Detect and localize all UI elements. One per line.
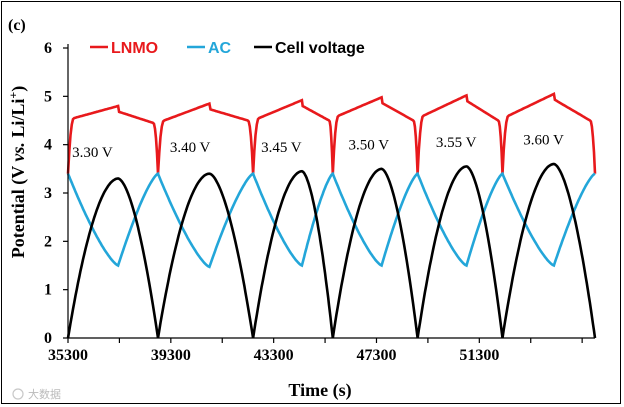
y-axis-title-suffix: ) [8, 86, 29, 92]
panel-label: (c) [8, 17, 26, 34]
annotation-cell-peak: 3.60 V [523, 133, 564, 149]
legend-label: AC [208, 40, 232, 57]
series-line-lnmo [66, 92, 597, 174]
x-tick-label: 51300 [459, 347, 499, 364]
y-tick-label: 0 [44, 330, 52, 347]
watermark: 大数据 [12, 387, 61, 401]
y-tick-label: 5 [44, 88, 52, 105]
y-axis-title-middle: Li/Li [8, 99, 28, 143]
x-tick-label: 39300 [151, 347, 191, 364]
annotation-cell-peak: 3.55 V [436, 135, 477, 151]
y-axis-title: Potential (V vs. Li/Li+) [6, 86, 29, 259]
legend-label: LNMO [111, 40, 158, 57]
series-line-ac [66, 171, 596, 269]
y-tick-label: 6 [44, 40, 52, 57]
y-tick-label: 2 [44, 233, 52, 250]
x-tick-label: 35300 [48, 347, 88, 364]
watermark-text: 大数据 [28, 387, 61, 401]
y-axis-title-prefix: Potential (V [8, 162, 29, 259]
watermark-logo-icon [12, 388, 24, 400]
x-tick-label: 43300 [254, 347, 294, 364]
annotation-cell-peak: 3.50 V [348, 138, 389, 154]
annotation-cell-peak: 3.30 V [72, 145, 113, 161]
y-tick-label: 4 [44, 137, 52, 154]
annotation-cell-peak: 3.40 V [170, 140, 211, 156]
y-axis-title-vs: vs. [8, 142, 28, 162]
y-tick-label: 1 [44, 282, 52, 299]
y-tick-label: 3 [44, 185, 52, 202]
x-axis-title: Time (s) [288, 380, 351, 401]
x-tick-label: 47300 [356, 347, 396, 364]
y-axis-title-sup: + [6, 92, 20, 99]
annotation-cell-peak: 3.45 V [261, 140, 302, 156]
legend: LNMO AC Cell voltage [90, 40, 365, 57]
legend-label: Cell voltage [275, 40, 365, 57]
